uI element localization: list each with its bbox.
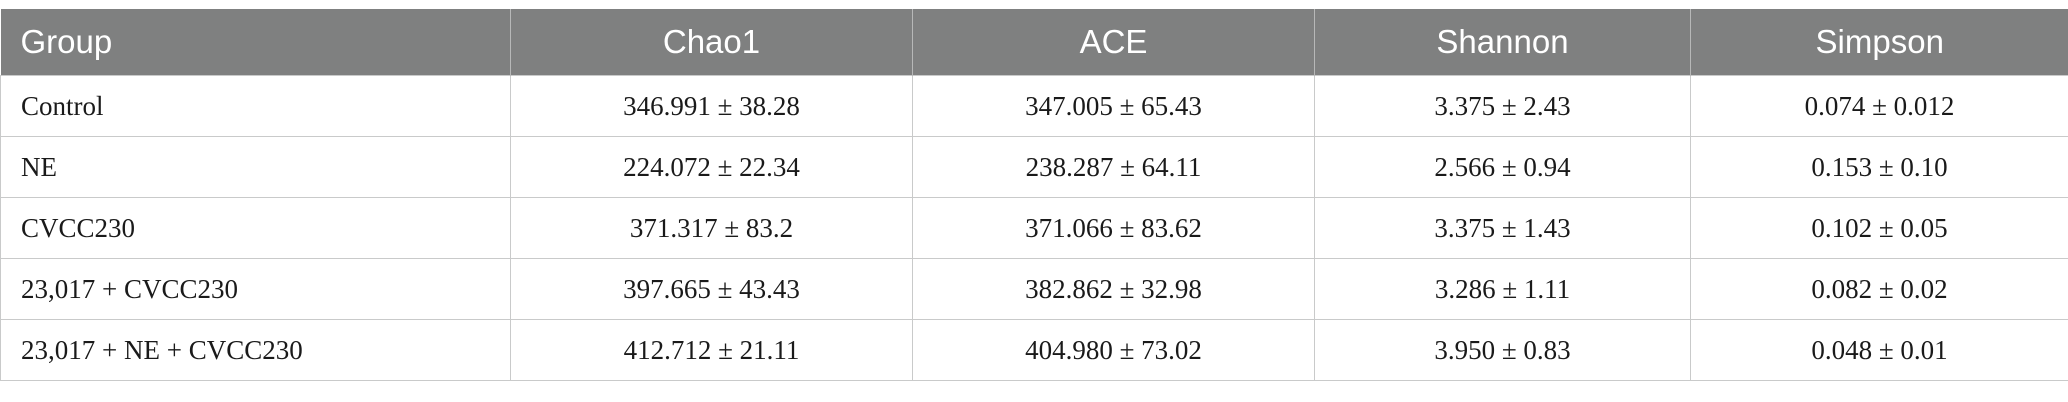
cell-group: 23,017 + NE + CVCC230 — [0, 319, 511, 381]
header-chao1: Chao1 — [510, 9, 913, 76]
cell-shannon: 3.375 ± 1.43 — [1314, 197, 1691, 259]
cell-shannon: 3.286 ± 1.11 — [1314, 258, 1691, 320]
cell-ace: 404.980 ± 73.02 — [912, 319, 1315, 381]
cell-chao1: 412.712 ± 21.11 — [510, 319, 913, 381]
table-row: CVCC230 371.317 ± 83.2 371.066 ± 83.62 3… — [0, 197, 2068, 259]
cell-simpson: 0.074 ± 0.012 — [1690, 75, 2068, 137]
table-header: Group Chao1 ACE Shannon Simpson — [0, 9, 2068, 76]
header-ace: ACE — [912, 9, 1315, 76]
cell-shannon: 2.566 ± 0.94 — [1314, 136, 1691, 198]
cell-ace: 238.287 ± 64.11 — [912, 136, 1315, 198]
header-shannon: Shannon — [1314, 9, 1691, 76]
cell-group: Control — [0, 75, 511, 137]
header-row: Group Chao1 ACE Shannon Simpson — [0, 9, 2068, 76]
cell-ace: 371.066 ± 83.62 — [912, 197, 1315, 259]
alpha-diversity-table: Group Chao1 ACE Shannon Simpson Control … — [0, 9, 2068, 381]
table-body: Control 346.991 ± 38.28 347.005 ± 65.43 … — [0, 75, 2068, 381]
alpha-diversity-table-container: Group Chao1 ACE Shannon Simpson Control … — [0, 9, 2068, 381]
header-simpson: Simpson — [1690, 9, 2068, 76]
cell-group: CVCC230 — [0, 197, 511, 259]
cell-group: 23,017 + CVCC230 — [0, 258, 511, 320]
cell-shannon: 3.950 ± 0.83 — [1314, 319, 1691, 381]
cell-chao1: 371.317 ± 83.2 — [510, 197, 913, 259]
cell-ace: 382.862 ± 32.98 — [912, 258, 1315, 320]
cell-chao1: 224.072 ± 22.34 — [510, 136, 913, 198]
table-row: NE 224.072 ± 22.34 238.287 ± 64.11 2.566… — [0, 136, 2068, 198]
cell-simpson: 0.102 ± 0.05 — [1690, 197, 2068, 259]
table-row: 23,017 + NE + CVCC230 412.712 ± 21.11 40… — [0, 319, 2068, 381]
cell-chao1: 397.665 ± 43.43 — [510, 258, 913, 320]
cell-simpson: 0.048 ± 0.01 — [1690, 319, 2068, 381]
table-row: 23,017 + CVCC230 397.665 ± 43.43 382.862… — [0, 258, 2068, 320]
cell-shannon: 3.375 ± 2.43 — [1314, 75, 1691, 137]
header-group: Group — [0, 9, 511, 76]
cell-simpson: 0.082 ± 0.02 — [1690, 258, 2068, 320]
table-row: Control 346.991 ± 38.28 347.005 ± 65.43 … — [0, 75, 2068, 137]
cell-group: NE — [0, 136, 511, 198]
cell-ace: 347.005 ± 65.43 — [912, 75, 1315, 137]
cell-chao1: 346.991 ± 38.28 — [510, 75, 913, 137]
cell-simpson: 0.153 ± 0.10 — [1690, 136, 2068, 198]
